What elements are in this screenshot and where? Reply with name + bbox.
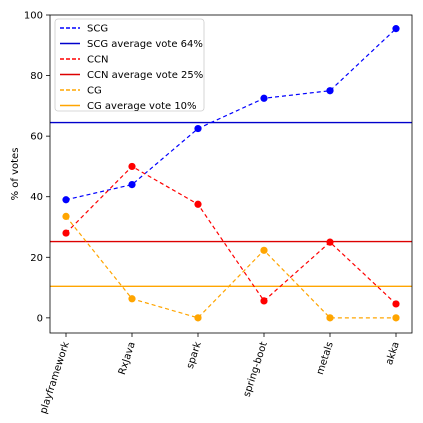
point-cg-spring-boot [260, 246, 268, 254]
point-scg-metals [326, 87, 334, 95]
plot-area-frame [49, 14, 413, 334]
x-tick-label-spring-boot: spring-boot [242, 340, 270, 398]
x-tick-label-metals: metals [315, 341, 336, 377]
x-axis: playframework RxJava spark spring-boot metal… [38, 333, 402, 415]
series-line-cg [65, 216, 396, 319]
x-tick-label-akka: akka [384, 341, 402, 367]
y-tick-label: 100 [24, 11, 43, 22]
point-cg-rxjava [128, 295, 136, 303]
legend-label-ccn: CCN [87, 55, 108, 66]
series-line-scg [65, 28, 397, 201]
average-vote-lines [50, 121, 412, 288]
legend-box [54, 18, 205, 112]
legend-label-scg-average-vote-64: SCG average vote 64% [87, 39, 203, 50]
x-tick-label-spark: spark [185, 340, 204, 370]
point-ccn-rxjava [128, 162, 136, 171]
point-scg-rxjava [128, 181, 136, 189]
point-scg-spark [194, 124, 202, 133]
y-tick-label: 40 [30, 192, 43, 203]
point-scg-spring-boot [260, 94, 268, 102]
point-scg-playframework [62, 196, 70, 204]
y-tick-label: 0 [37, 313, 43, 324]
series-markers [62, 25, 400, 322]
point-ccn-spring-boot [260, 297, 268, 305]
series-line-ccn [65, 165, 397, 305]
y-tick-label: 20 [30, 253, 43, 264]
y-axis-label: % of votes [10, 148, 21, 201]
legend: SCG SCG average vote 64% CCN CCN average vo… [54, 18, 205, 112]
y-tick-label: 60 [30, 132, 43, 143]
point-ccn-playframework [62, 229, 70, 237]
legend-label-cg: CG [87, 86, 102, 97]
y-axis: 0 20 40 60 80 100 [24, 11, 50, 324]
x-tick-label-rxjava: RxJava [117, 341, 138, 377]
point-cg-spark [194, 314, 202, 322]
legend-label-cg-average-vote-10: CG average vote 10% [87, 101, 197, 112]
point-ccn-spark [194, 200, 202, 208]
point-cg-playframework [62, 212, 70, 220]
point-ccn-metals [326, 238, 334, 246]
legend-label-scg: SCG [87, 24, 108, 35]
series-lines [65, 28, 397, 319]
x-tick-label-playframework: playframework [38, 340, 72, 415]
point-cg-metals [326, 314, 334, 322]
point-scg-akka [392, 25, 400, 33]
legend-label-ccn-average-vote-25: CCN average vote 25% [87, 70, 203, 81]
point-ccn-akka [392, 300, 400, 308]
point-cg-akka [392, 314, 400, 322]
y-tick-label: 80 [30, 71, 43, 82]
